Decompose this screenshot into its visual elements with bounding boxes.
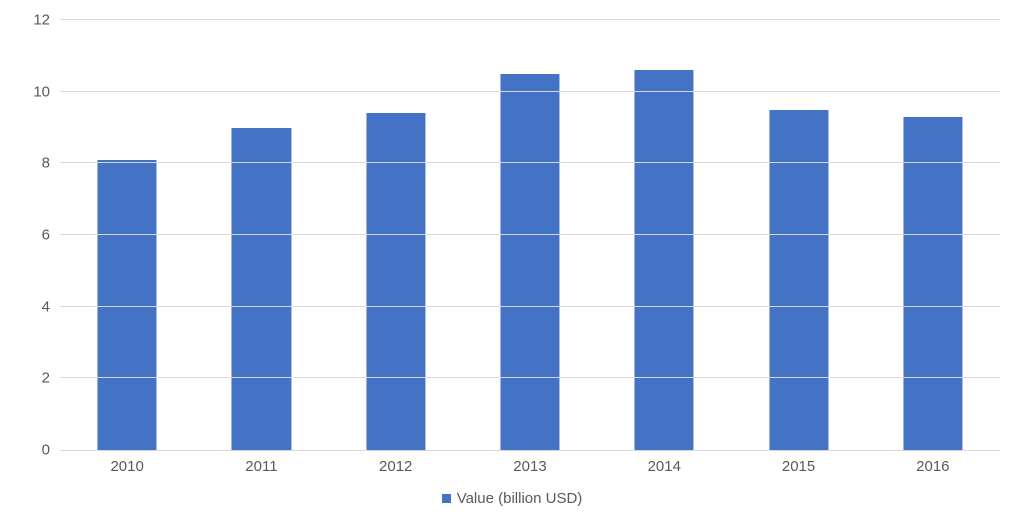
gridline	[60, 162, 1000, 163]
legend-label: Value (billion USD)	[457, 490, 583, 507]
ytick-label: 2	[42, 370, 60, 387]
xtick-label: 2014	[648, 450, 681, 475]
xtick-label: 2010	[110, 450, 143, 475]
bars-container: 2010201120122013201420152016	[60, 20, 1000, 450]
bar-slot: 2010	[60, 20, 194, 450]
ytick-label: 0	[42, 442, 60, 459]
bar	[769, 110, 828, 450]
bar	[903, 117, 962, 450]
gridline	[60, 234, 1000, 235]
ytick-label: 10	[33, 83, 60, 100]
ytick-label: 8	[42, 155, 60, 172]
gridline	[60, 19, 1000, 20]
bar	[500, 74, 559, 450]
bar-slot: 2013	[463, 20, 597, 450]
ytick-label: 12	[33, 12, 60, 29]
gridline	[60, 91, 1000, 92]
bar-slot: 2012	[329, 20, 463, 450]
plot-area: 2010201120122013201420152016 024681012	[60, 20, 1000, 451]
xtick-label: 2016	[916, 450, 949, 475]
bar-chart: 2010201120122013201420152016 024681012 V…	[0, 0, 1024, 520]
xtick-label: 2013	[513, 450, 546, 475]
xtick-label: 2015	[782, 450, 815, 475]
bar-slot: 2016	[866, 20, 1000, 450]
bar	[635, 70, 694, 450]
bar-slot: 2014	[597, 20, 731, 450]
bar-slot: 2011	[194, 20, 328, 450]
legend: Value (billion USD)	[0, 490, 1024, 507]
xtick-label: 2011	[245, 450, 277, 475]
bar-slot: 2015	[731, 20, 865, 450]
bar	[232, 128, 291, 451]
legend-swatch	[442, 494, 451, 503]
gridline	[60, 306, 1000, 307]
bar	[366, 113, 425, 450]
ytick-label: 6	[42, 227, 60, 244]
xtick-label: 2012	[379, 450, 412, 475]
ytick-label: 4	[42, 298, 60, 315]
gridline	[60, 377, 1000, 378]
